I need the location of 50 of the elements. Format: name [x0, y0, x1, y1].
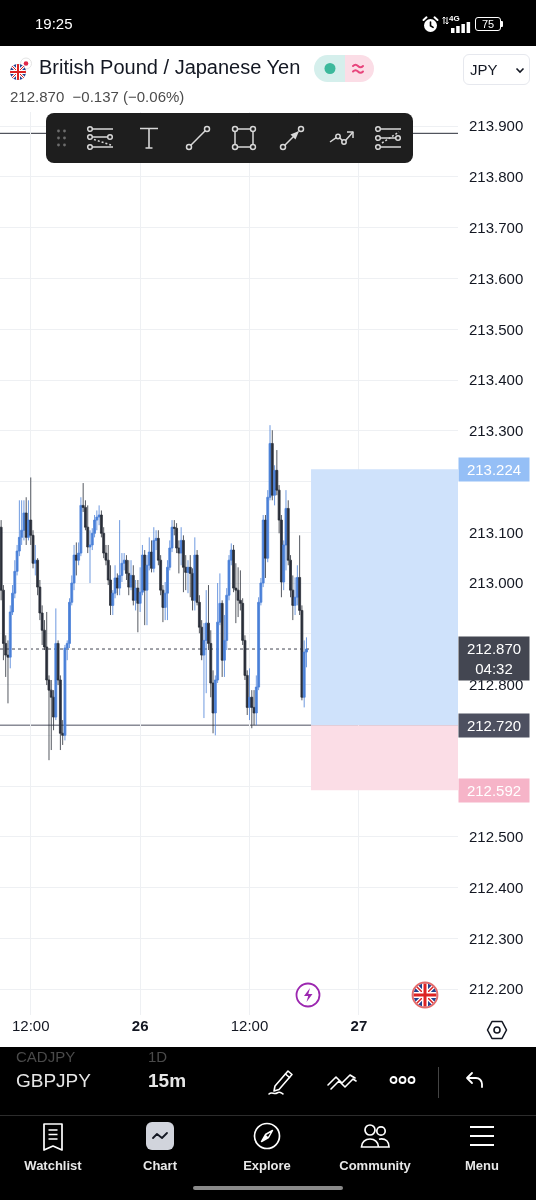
y-tick-label: 213.100 — [469, 523, 524, 541]
battery-icon: 75 — [475, 17, 504, 31]
x-tick-label: 26 — [131, 1017, 149, 1034]
band-label: 213.224 — [466, 461, 522, 478]
y-tick-label: 213.800 — [469, 168, 524, 186]
y-tick-label: 213.000 — [469, 574, 524, 592]
candlestick — [186, 559, 190, 594]
chart-title: British Pound / Japanese Yen — [39, 56, 301, 79]
y-tick-label: 213.500 — [469, 320, 524, 338]
status-bar: 19:25 4G 75 — [0, 0, 536, 46]
candlestick — [182, 534, 185, 593]
y-tick-label: 212.500 — [469, 828, 524, 846]
text: Chart — [143, 1158, 177, 1174]
ref-line-label: 212.720 — [466, 717, 522, 734]
y-tick-label: 213.700 — [469, 218, 524, 236]
x-tick-label: 12:00 — [11, 1017, 50, 1034]
y-tick-label: 212.300 — [469, 929, 524, 947]
x-tick-label: 12:00 — [230, 1017, 269, 1034]
text: Menu — [465, 1158, 499, 1174]
y-tick-label: 212.800 — [469, 675, 524, 693]
candlestick — [252, 689, 256, 726]
candlestick — [302, 640, 306, 708]
y-tick-label: 213.600 — [469, 269, 524, 287]
candlestick — [248, 667, 251, 721]
candlestick — [273, 464, 276, 506]
text: Community — [339, 1158, 411, 1174]
candlestick — [134, 579, 137, 611]
candlestick — [150, 540, 153, 573]
y-tick-label: 213.400 — [469, 371, 524, 389]
chart-subtitle: 212.870 −0.137 (−0.06%) — [10, 88, 185, 106]
text: Watchlist — [24, 1158, 82, 1174]
candlestick — [250, 689, 254, 729]
ref-line-label: 212.870 04:32 — [466, 640, 522, 677]
y-tick-label: 212.400 — [469, 878, 524, 896]
candlestick — [152, 526, 156, 573]
candlestick — [129, 559, 133, 591]
y-tick-label: 213.300 — [469, 422, 524, 440]
text: Explore — [243, 1158, 291, 1174]
candlestick — [86, 504, 90, 554]
candlestick — [27, 499, 30, 541]
candlestick — [97, 504, 101, 526]
y-tick-label: 212.200 — [469, 980, 524, 998]
y-tick-label: 213.900 — [469, 117, 524, 135]
candlestick — [179, 526, 183, 566]
band-label: 212.592 — [466, 782, 522, 799]
candlestick — [63, 644, 67, 741]
currency-selector: JPY — [463, 54, 530, 85]
candlestick — [118, 519, 121, 596]
x-tick-label: 27 — [350, 1017, 368, 1034]
candlestick — [22, 499, 26, 541]
